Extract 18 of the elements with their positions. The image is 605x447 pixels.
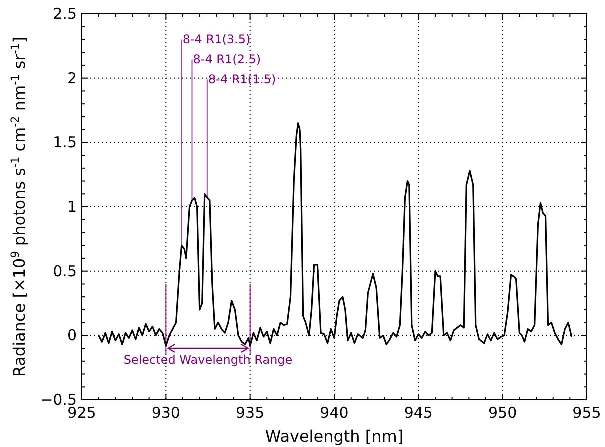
- y-tick-label: 1: [67, 198, 77, 216]
- y-tick-label: 0: [67, 326, 77, 345]
- x-tick-label: 925: [68, 404, 96, 422]
- y-tick-label: 2.5: [53, 5, 77, 23]
- y-tick-label: 0.5: [53, 262, 77, 280]
- x-tick-label: 930: [152, 404, 180, 422]
- annotation: Selected Wavelength Range: [124, 352, 293, 367]
- x-tick-label: 935: [236, 404, 265, 422]
- x-tick-label: 950: [488, 404, 518, 422]
- y-tick-label: 2: [67, 69, 77, 88]
- annotation: 8-4 R1(1.5): [208, 72, 276, 87]
- y-tick-label: 1.5: [53, 134, 77, 152]
- x-tick-label: 945: [404, 404, 433, 422]
- annotation: 8-4 R1(2.5): [193, 52, 262, 67]
- x-axis-title: Wavelength [nm]: [265, 427, 404, 446]
- annotation: 8-4 R1(3.5): [182, 32, 251, 47]
- x-tick-label: 940: [320, 404, 349, 422]
- x-tick-label: 955: [572, 404, 602, 422]
